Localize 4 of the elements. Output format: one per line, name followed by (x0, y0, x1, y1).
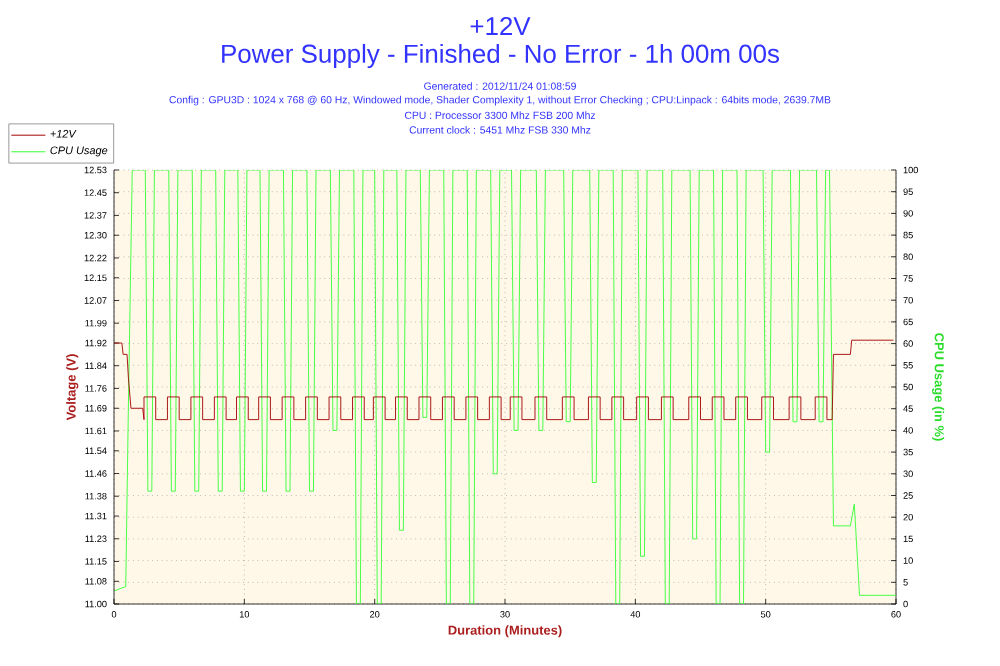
line-series (114, 339, 894, 421)
line-series (114, 169, 897, 604)
chart-title: +12V (470, 16, 531, 36)
chart-subtitle: Power Supply - Finished - No Error - 1h 00m 00s (222, 43, 779, 69)
